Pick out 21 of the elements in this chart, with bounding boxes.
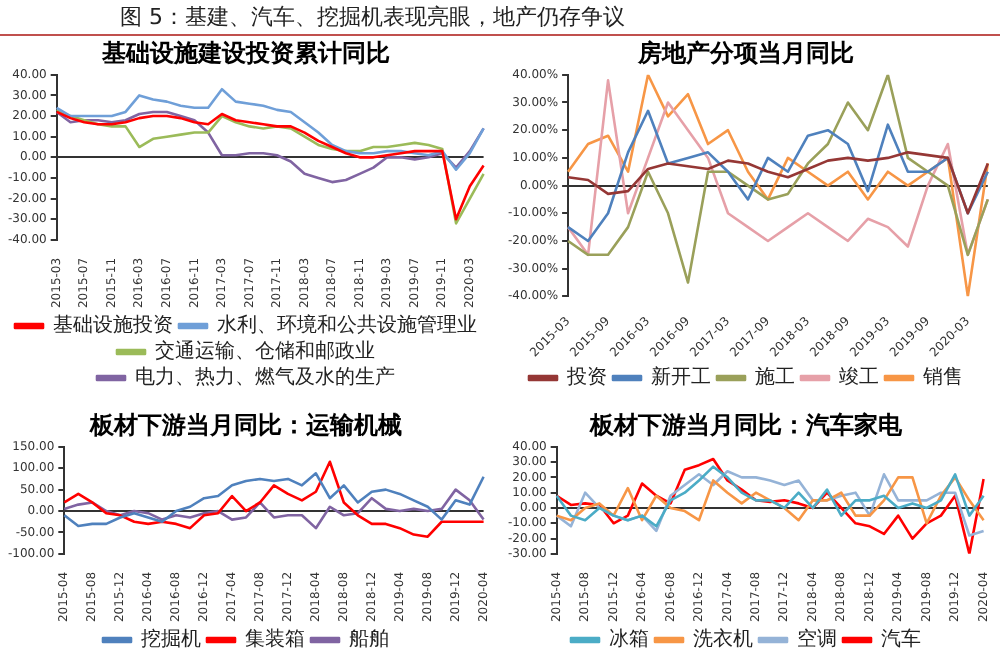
caption: 图 5：基建、汽车、挖掘机表现亮眼，地产仍存争议 (120, 4, 625, 30)
chart-title: 房地产分项当月同比 (636, 38, 854, 67)
chart-title: 板材下游当月同比：运输机械 (88, 410, 402, 439)
legend-label: 水利、环境和公共设施管理业 (217, 313, 477, 338)
legend-label: 船舶 (349, 627, 389, 652)
legend-label: 挖掘机 (141, 627, 201, 652)
legend-label: 交通运输、仓储和邮政业 (155, 339, 375, 364)
legend-label: 竣工 (839, 365, 879, 390)
legend-label: 洗衣机 (693, 627, 753, 652)
legend-label: 投资 (565, 365, 607, 390)
legend-label: 销售 (921, 365, 963, 390)
legend-label: 电力、热力、燃气及水的生产 (135, 365, 395, 390)
legend-label: 冰箱 (609, 627, 649, 652)
chart-title: 板材下游当月同比：汽车家电 (588, 410, 904, 439)
legend-label: 空调 (797, 627, 837, 652)
legend-label: 新开工 (651, 365, 711, 390)
legend-label: 汽车 (881, 627, 921, 652)
legend-label: 施工 (755, 365, 795, 390)
legend-label: 基础设施投资 (53, 313, 173, 338)
chart-title: 基础设施建设投资累计同比 (100, 38, 390, 67)
legend-label: 集装箱 (245, 627, 305, 652)
